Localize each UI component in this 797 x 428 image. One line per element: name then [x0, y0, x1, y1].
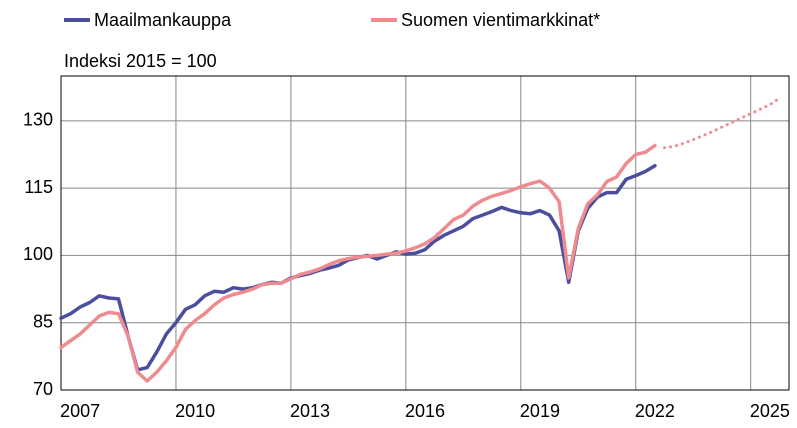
plot-frame	[60, 75, 790, 391]
x-tick-label: 2010	[175, 401, 215, 421]
y-tick-label: 70	[33, 379, 53, 399]
x-tick-label: 2016	[405, 401, 445, 421]
x-tick-label: 2025	[750, 401, 790, 421]
x-tick-label: 2007	[60, 401, 100, 421]
x-tick-label: 2019	[520, 401, 560, 421]
x-tick-label: 2022	[635, 401, 675, 421]
y-tick-label: 115	[24, 177, 53, 197]
x-tick-label: 2013	[290, 401, 330, 421]
y-tick-label: 85	[33, 311, 53, 331]
subtitle: Indeksi 2015 = 100	[64, 51, 217, 71]
legend-label: Maailmankauppa	[94, 10, 232, 30]
forecast-line	[663, 96, 781, 150]
y-tick-label: 100	[23, 244, 53, 264]
series-line	[59, 143, 657, 383]
legend-label: Suomen vientimarkkinat*	[401, 10, 600, 30]
y-tick-label: 130	[23, 110, 53, 130]
